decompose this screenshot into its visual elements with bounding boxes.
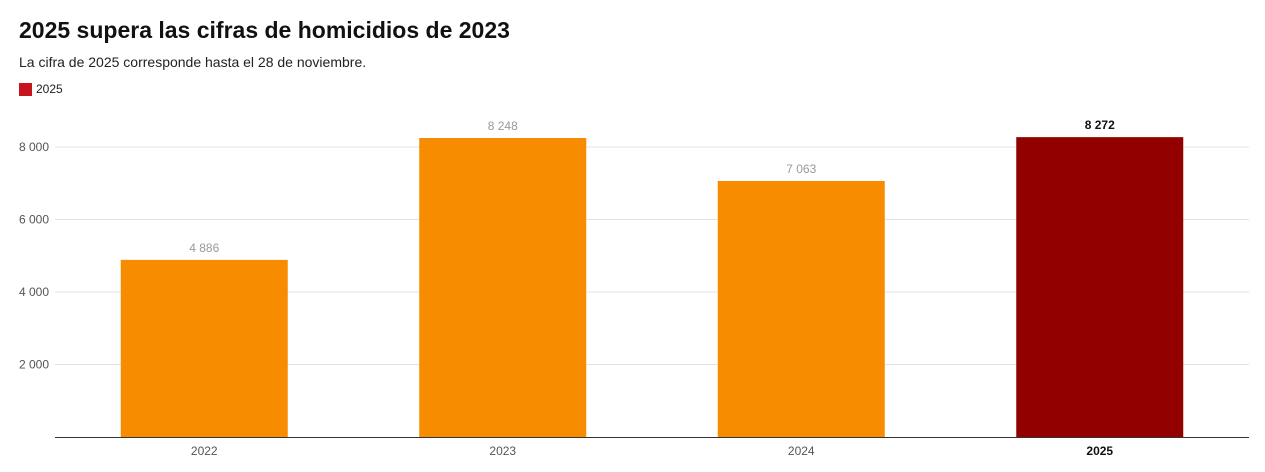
value-label-2023: 8 248 bbox=[488, 119, 518, 133]
y-tick-label: 4 000 bbox=[19, 285, 49, 299]
chart-title: 2025 supera las cifras de homicidios de … bbox=[19, 17, 510, 43]
y-tick-label: 6 000 bbox=[19, 213, 49, 227]
legend: 2025 bbox=[19, 82, 63, 96]
legend-swatch bbox=[19, 82, 32, 96]
x-tick-label-2022: 2022 bbox=[191, 444, 218, 458]
bar-2025 bbox=[1016, 137, 1184, 437]
value-label-2022: 4 886 bbox=[189, 241, 219, 255]
bar-2022 bbox=[120, 259, 288, 437]
legend-label: 2025 bbox=[36, 82, 63, 96]
y-tick-label: 8 000 bbox=[19, 140, 49, 154]
x-tick-label-2024: 2024 bbox=[788, 444, 815, 458]
bar-2023 bbox=[419, 138, 587, 437]
x-tick-label-2025: 2025 bbox=[1086, 444, 1113, 458]
value-label-2025: 8 272 bbox=[1085, 118, 1115, 132]
x-tick-label-2023: 2023 bbox=[489, 444, 516, 458]
bar-2024 bbox=[717, 180, 885, 437]
y-tick-label: 2 000 bbox=[19, 358, 49, 372]
chart-subtitle: La cifra de 2025 corresponde hasta el 28… bbox=[19, 54, 367, 70]
value-label-2024: 7 063 bbox=[786, 162, 816, 176]
